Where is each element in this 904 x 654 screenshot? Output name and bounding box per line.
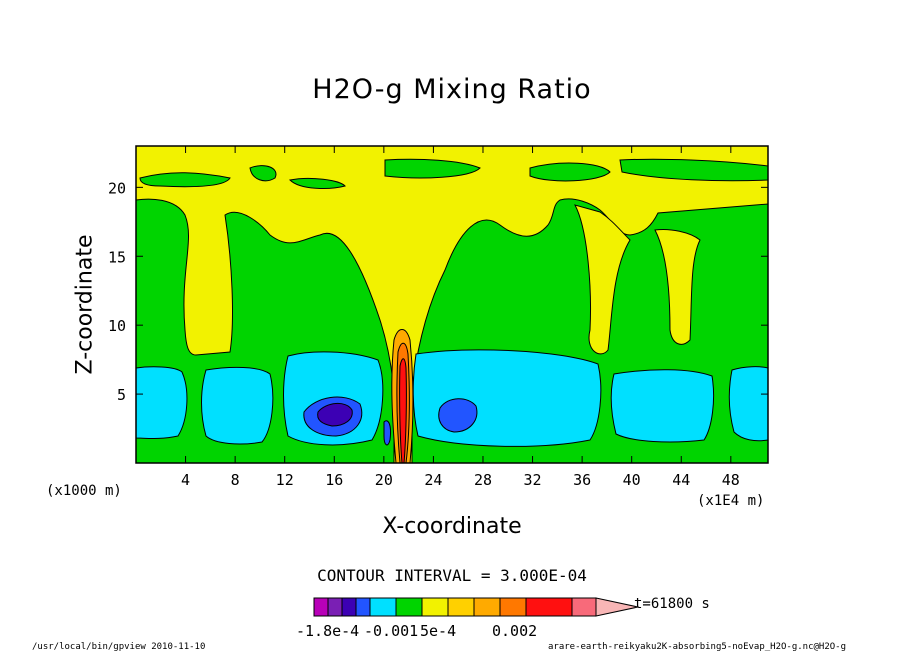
moist-fragment-6 (288, 177, 346, 189)
dry-layer-block-5 (610, 369, 715, 443)
dry-layer-block-2 (201, 366, 274, 445)
dry-core-2 (438, 398, 478, 433)
dry-core-1-inner (317, 403, 353, 427)
y-axis-label: Z-coordinate (72, 234, 98, 375)
x-tick-label: 4 (181, 471, 190, 489)
y-tick-label: 20 (108, 179, 126, 197)
x-tick-label: 32 (524, 471, 542, 489)
y-tick-label: 5 (117, 386, 126, 404)
moist-fragment-3 (384, 158, 481, 179)
z-unit-label: (x1000 m) (46, 483, 122, 499)
moist-fragment-2 (249, 165, 277, 182)
x-tick-label: 48 (722, 471, 740, 489)
x-tick-label: 40 (623, 471, 641, 489)
legend-label-1: -1.8e-4 (296, 622, 360, 640)
legend-swatch (525, 597, 573, 617)
y-tick-label: 15 (108, 248, 126, 266)
legend-swatch (327, 597, 343, 617)
footer-left: /usr/local/bin/gpview 2010-11-10 (32, 642, 206, 652)
legend-swatch (369, 597, 397, 617)
legend-swatch (447, 597, 475, 617)
x-tick-label: 36 (573, 471, 591, 489)
x-tick-label: 28 (474, 471, 492, 489)
legend-swatch (571, 597, 597, 617)
x-unit-label: (x1E4 m) (697, 493, 765, 509)
dry-layer-block-1 (135, 366, 188, 439)
legend-arrow (595, 597, 639, 617)
plume-core (399, 358, 407, 464)
moist-gap-1 (574, 204, 631, 355)
dry-layer-block-4 (412, 349, 602, 447)
chart-title: H2O-g Mixing Ratio (312, 74, 592, 105)
legend-swatch (313, 597, 329, 617)
plume-side-cell (383, 420, 391, 446)
moist-fragment-1 (139, 172, 231, 188)
contour-interval: CONTOUR INTERVAL = 3.000E-04 (317, 566, 587, 585)
legend-swatch (473, 597, 501, 617)
moist-fragment-4 (529, 162, 611, 182)
footer-right: arare-earth-reikyaku2K-absorbing5-noEvap… (548, 642, 847, 652)
time-label: t=61800 s (634, 596, 710, 612)
x-axis-label: X-coordinate (382, 514, 522, 539)
legend-swatch (421, 597, 449, 617)
x-tick-label: 16 (325, 471, 343, 489)
x-tick-label: 8 (231, 471, 240, 489)
legend-label-3: 5e-4 (420, 622, 457, 640)
legend-swatch (499, 597, 527, 617)
x-tick-label: 44 (672, 471, 690, 489)
y-tick-label: 10 (108, 317, 126, 335)
legend-swatch (355, 597, 371, 617)
x-tick-label: 24 (424, 471, 442, 489)
plot-frame (135, 145, 769, 464)
x-tick-label: 12 (276, 471, 294, 489)
dry-layer-block-6 (728, 366, 769, 442)
moist-gap-2 (654, 229, 701, 345)
legend-label-4: 0.002 (492, 622, 538, 640)
x-tick-label: 20 (375, 471, 393, 489)
legend-swatch (395, 597, 423, 617)
legend-swatch (341, 597, 357, 617)
legend-label-2: -0.001 (364, 622, 419, 640)
